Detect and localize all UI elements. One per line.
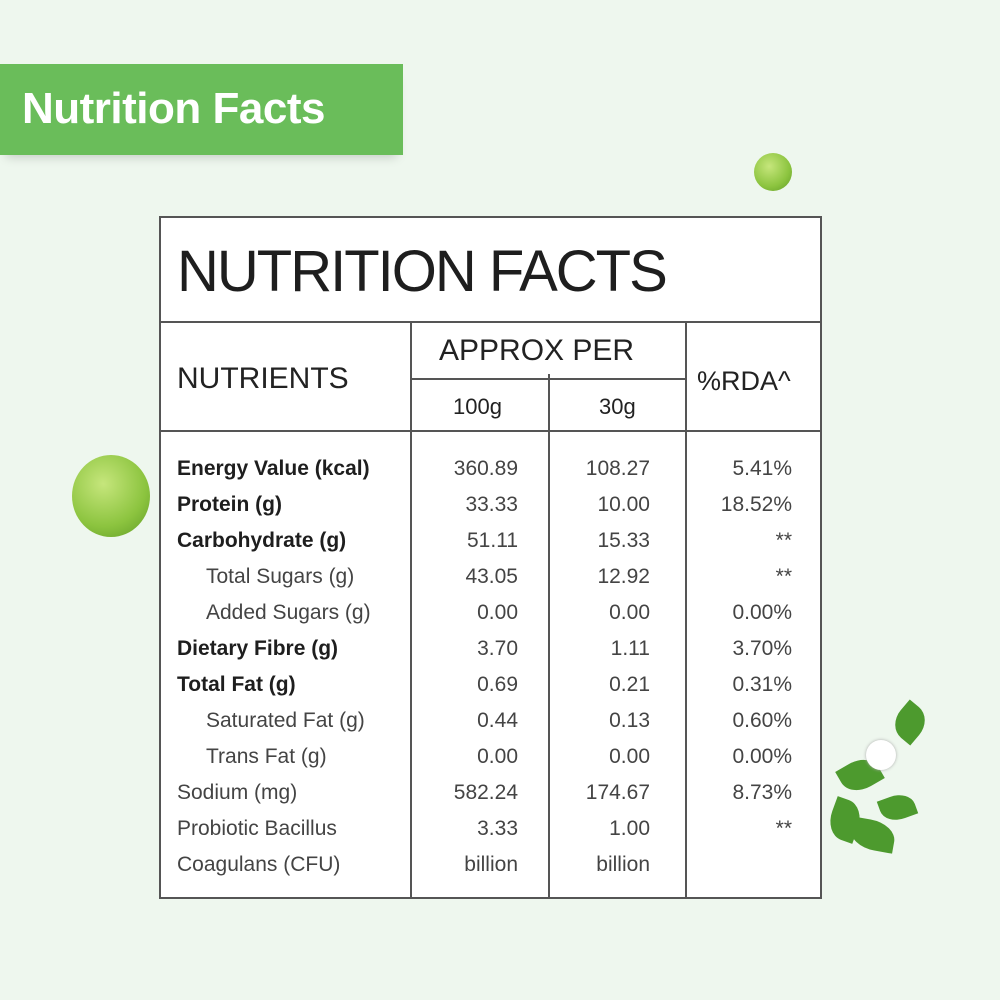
value-rda: 0.60%: [732, 709, 792, 732]
nutrient-name: Probiotic Bacillus: [177, 817, 337, 840]
table-row: Total Sugars (g) 43.05 12.92 **: [161, 559, 820, 595]
value-30g: 15.33: [597, 529, 650, 552]
value-30g: 0.00: [609, 601, 650, 624]
table-row: Added Sugars (g) 0.00 0.00 0.00%: [161, 595, 820, 631]
value-30g: 1.00: [609, 817, 650, 840]
value-30g: 1.11: [610, 637, 650, 660]
table-row: Carbohydrate (g) 51.11 15.33 **: [161, 523, 820, 559]
value-rda: 3.70%: [732, 637, 792, 660]
nutrition-table: NUTRITION FACTS NUTRIENTS APPROX PER 100…: [159, 216, 822, 899]
header-100g: 100g: [453, 394, 502, 419]
nutrient-name: Saturated Fat (g): [206, 709, 365, 732]
header-rda: %RDA^: [697, 366, 791, 396]
pea-image: [754, 153, 792, 191]
nutrient-name: Sodium (mg): [177, 781, 298, 804]
table-row: Energy Value (kcal) 360.89 108.27 5.41%: [161, 451, 820, 487]
value-30g: 108.27: [585, 457, 650, 480]
value-30g: 0.00: [609, 745, 650, 768]
value-30g: billion: [596, 853, 650, 876]
pea-image: [72, 455, 150, 537]
table-row: Total Fat (g) 0.69 0.21 0.31%: [161, 667, 820, 703]
table-row: Saturated Fat (g) 0.44 0.13 0.60%: [161, 703, 820, 739]
table-row: Coagulans (CFU) billion billion: [161, 847, 820, 883]
header-30g: 30g: [599, 394, 636, 419]
value-100g: 0.44: [477, 709, 518, 732]
value-rda: 0.00%: [732, 745, 792, 768]
value-100g: 0.00: [477, 601, 518, 624]
value-30g: 174.67: [585, 781, 650, 804]
table-row: Sodium (mg) 582.24 174.67 8.73%: [161, 775, 820, 811]
header-approx-per: APPROX PER: [439, 334, 635, 367]
nutrient-name: Protein (g): [177, 493, 282, 516]
nutrient-name: Added Sugars (g): [206, 601, 371, 624]
table-row: Dietary Fibre (g) 3.70 1.11 3.70%: [161, 631, 820, 667]
nutrient-name: Coagulans (CFU): [177, 853, 341, 876]
value-100g: 51.11: [467, 529, 518, 552]
value-rda: 0.31%: [732, 673, 792, 696]
value-100g: billion: [464, 853, 518, 876]
nutrient-name: Dietary Fibre (g): [177, 637, 339, 660]
header-nutrients: NUTRIENTS: [177, 362, 349, 395]
nutrient-name: Energy Value (kcal): [177, 457, 370, 480]
banner-title: Nutrition Facts: [22, 84, 325, 133]
table-row: Protein (g) 33.33 10.00 18.52%: [161, 487, 820, 523]
nutrient-name: Total Sugars (g): [206, 565, 355, 588]
value-30g: 12.92: [597, 565, 650, 588]
value-100g: 0.69: [477, 673, 518, 696]
value-100g: 33.33: [465, 493, 518, 516]
value-rda: **: [775, 529, 792, 552]
value-rda: **: [775, 565, 792, 588]
nutrient-name: Total Fat (g): [177, 673, 296, 696]
value-30g: 0.13: [609, 709, 650, 732]
value-rda: 5.41%: [732, 457, 792, 480]
value-30g: 10.00: [597, 493, 650, 516]
value-rda: 0.00%: [732, 601, 792, 624]
value-rda: 8.73%: [732, 781, 792, 804]
value-100g: 360.89: [453, 457, 518, 480]
value-100g: 582.24: [453, 781, 518, 804]
value-100g: 43.05: [465, 565, 518, 588]
value-100g: 3.70: [477, 637, 518, 660]
value-100g: 3.33: [477, 817, 518, 840]
value-rda: 18.52%: [720, 493, 792, 516]
nutrient-name: Carbohydrate (g): [177, 529, 347, 552]
table-row: Trans Fat (g) 0.00 0.00 0.00%: [161, 739, 820, 775]
table-title: NUTRITION FACTS: [177, 239, 668, 304]
value-rda: **: [775, 817, 792, 840]
value-30g: 0.21: [609, 673, 650, 696]
table-row: Probiotic Bacillus 3.33 1.00 **: [161, 811, 820, 847]
value-100g: 0.00: [477, 745, 518, 768]
nutrient-name: Trans Fat (g): [206, 745, 327, 768]
section-banner: Nutrition Facts: [0, 64, 403, 155]
